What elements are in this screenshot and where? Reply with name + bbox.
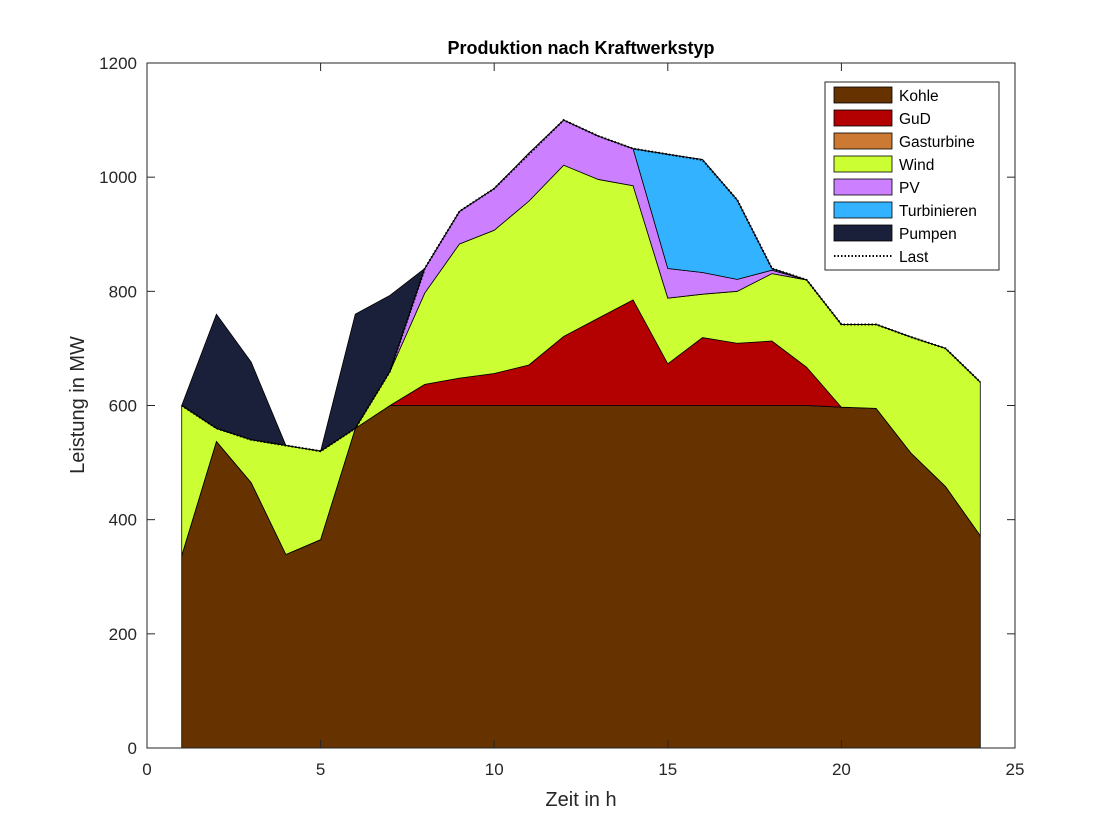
legend-label-kohle: Kohle bbox=[899, 88, 939, 105]
legend-swatch-pumpen bbox=[833, 224, 893, 242]
legend-swatch-kohle bbox=[833, 86, 893, 104]
legend-label-gud: GuD bbox=[899, 111, 931, 128]
legend-swatch-wind bbox=[833, 155, 893, 173]
legend: Kohle GuD Gasturbine Wind PV Turbinieren Pumpe… bbox=[824, 81, 1000, 271]
x-tick-label: 20 bbox=[832, 760, 851, 779]
load-line bbox=[181, 118, 981, 453]
legend-label-turbinieren: Turbinieren bbox=[899, 203, 977, 220]
x-tick-label: 25 bbox=[1006, 760, 1025, 779]
x-axis-label: Zeit in h bbox=[545, 789, 616, 811]
x-axis-ticks: 0 5 10 15 20 25 bbox=[142, 63, 1024, 779]
y-tick-label: 400 bbox=[109, 511, 137, 530]
legend-swatch-turbinieren bbox=[833, 201, 893, 219]
y-axis-ticks: 0 200 400 600 800 1000 1200 bbox=[99, 54, 1015, 758]
x-tick-label: 10 bbox=[485, 760, 504, 779]
legend-label-pumpen: Pumpen bbox=[899, 226, 957, 243]
legend-swatch-gasturbine bbox=[833, 132, 893, 150]
legend-label-wind: Wind bbox=[899, 157, 934, 174]
y-tick-label: 800 bbox=[109, 282, 137, 301]
y-axis-label: Leistung in MW bbox=[67, 336, 89, 474]
y-tick-label: 600 bbox=[109, 397, 137, 416]
legend-label-last: Last bbox=[899, 249, 929, 266]
legend-swatch-gud bbox=[833, 109, 893, 127]
legend-label-pv: PV bbox=[899, 180, 920, 197]
legend-label-gasturbine: Gasturbine bbox=[899, 134, 975, 151]
y-tick-label: 200 bbox=[109, 625, 137, 644]
y-tick-label: 1000 bbox=[99, 168, 137, 187]
x-tick-label: 5 bbox=[316, 760, 325, 779]
y-tick-label: 0 bbox=[128, 739, 137, 758]
y-tick-label: 1200 bbox=[99, 54, 137, 73]
x-tick-label: 0 bbox=[142, 760, 151, 779]
x-tick-label: 15 bbox=[658, 760, 677, 779]
legend-swatch-pv bbox=[833, 178, 893, 196]
load-line-group bbox=[181, 118, 981, 453]
stacked-areas bbox=[181, 119, 981, 749]
chart-title: Produktion nach Kraftwerkstyp bbox=[447, 38, 714, 58]
